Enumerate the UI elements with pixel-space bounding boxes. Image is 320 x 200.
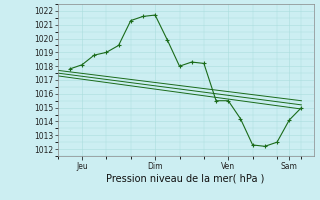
X-axis label: Pression niveau de la mer( hPa ): Pression niveau de la mer( hPa ) xyxy=(107,173,265,183)
